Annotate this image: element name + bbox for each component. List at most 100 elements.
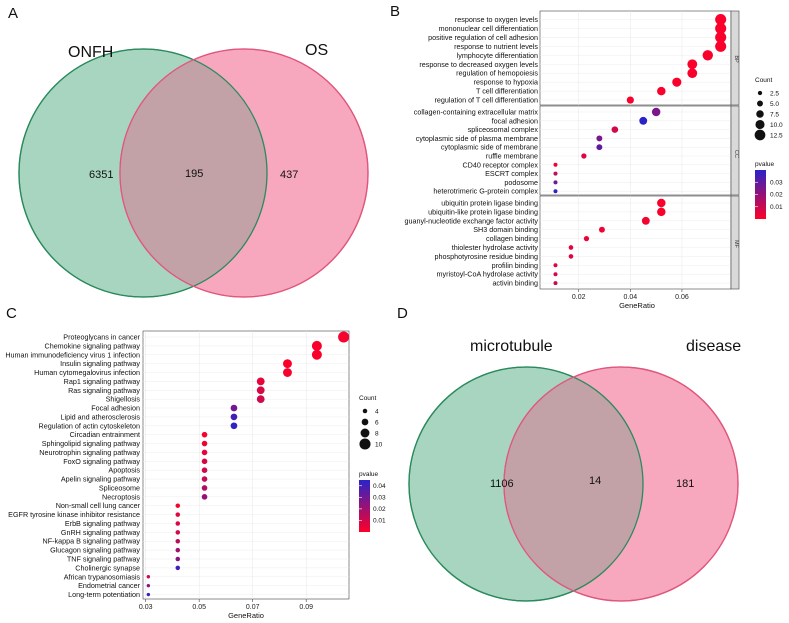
data-point xyxy=(256,386,265,395)
term-label: ErbB signaling pathway xyxy=(65,519,141,528)
panel-letter-a: A xyxy=(8,5,18,22)
color-legend-label: 0.02 xyxy=(373,506,386,513)
term-label: GnRH signaling pathway xyxy=(61,528,141,537)
x-tick-label: 0.06 xyxy=(675,294,689,301)
data-point xyxy=(175,538,181,544)
term-label: cytoplasmic side of membrane xyxy=(441,143,538,152)
term-label: mononuclear cell differentiation xyxy=(439,24,538,33)
term-label: collagen-containing extracellular matrix xyxy=(414,108,539,117)
term-label: response to nutrient levels xyxy=(454,42,538,51)
data-point xyxy=(146,583,151,588)
venn-a-count-os-only: 437 xyxy=(280,169,298,181)
term-label: Ras signaling pathway xyxy=(68,386,140,395)
size-legend-dot xyxy=(361,418,369,426)
venn-d-count-intersection: 14 xyxy=(589,475,601,487)
term-label: ESCRT complex xyxy=(485,169,538,178)
data-point xyxy=(596,144,603,151)
data-point xyxy=(553,263,558,268)
size-legend-label: 5.0 xyxy=(770,101,779,108)
data-point xyxy=(641,216,650,225)
term-label: phosphotyrosine residue binding xyxy=(435,252,539,261)
term-label: guanyl-nucleotide exchange factor activi… xyxy=(405,216,539,225)
term-label: Spliceosome xyxy=(99,483,140,492)
data-point xyxy=(311,340,322,351)
term-label: profilin binding xyxy=(492,261,538,270)
term-label: Necroptosis xyxy=(102,492,140,501)
term-label: podosome xyxy=(504,178,538,187)
data-point xyxy=(598,226,605,233)
venn-a-label-os: OS xyxy=(305,42,328,59)
venn-d-count-microtubule-only: 1106 xyxy=(490,478,514,490)
size-legend-label: 6 xyxy=(375,419,379,426)
data-point xyxy=(672,77,682,87)
facet-strip-label: BP xyxy=(733,55,739,63)
data-point xyxy=(230,413,238,421)
term-label: Long-term potentiation xyxy=(68,590,140,599)
color-legend-title: pvalue xyxy=(359,471,379,478)
data-point xyxy=(657,207,666,217)
data-point xyxy=(553,189,558,194)
data-point xyxy=(175,512,181,517)
term-label: Cholinergic synapse xyxy=(75,563,140,572)
size-legend-label: 2.5 xyxy=(770,90,779,97)
term-label: Non-small cell lung cancer xyxy=(56,501,141,510)
data-point xyxy=(596,135,603,142)
size-legend-dot xyxy=(757,90,763,96)
term-label: Circadian entrainment xyxy=(70,430,140,439)
data-point xyxy=(201,476,208,482)
data-point xyxy=(230,404,238,412)
size-legend-label: 12.5 xyxy=(770,132,783,139)
venn-d-label-microtubule: microtubule xyxy=(470,338,553,355)
data-point xyxy=(626,96,634,104)
color-legend-title: pvalue xyxy=(755,161,775,168)
color-legend-label: 0.03 xyxy=(770,179,783,186)
data-point xyxy=(311,349,322,360)
data-point xyxy=(283,359,292,369)
data-point xyxy=(715,40,727,52)
data-point xyxy=(639,116,648,125)
data-point xyxy=(230,422,238,430)
size-legend-title: Count xyxy=(359,395,377,402)
data-point xyxy=(256,395,265,404)
data-point xyxy=(283,368,292,377)
size-legend-dot xyxy=(360,428,370,438)
term-label: African trypanosomiasis xyxy=(64,572,141,581)
data-point xyxy=(611,126,619,133)
data-point xyxy=(175,565,181,571)
facet-strip-mf xyxy=(730,195,740,290)
term-label: ubiquitin protein ligase binding xyxy=(441,199,538,208)
data-point xyxy=(175,547,181,553)
plot-c-panel xyxy=(142,330,350,600)
x-tick-label: 0.02 xyxy=(572,294,586,301)
va-right-outline xyxy=(119,48,369,298)
x-tick-label: 0.03 xyxy=(139,604,153,611)
data-point xyxy=(338,331,350,343)
term-label: Chemokine signaling pathway xyxy=(45,341,141,350)
data-point xyxy=(175,556,181,562)
term-label: CD40 receptor complex xyxy=(462,160,538,169)
vd-outlines xyxy=(408,366,739,602)
venn-diagram-d: microtubule disease 1106 14 181 xyxy=(408,338,741,602)
data-point xyxy=(201,467,208,474)
size-legend-dot xyxy=(757,100,763,107)
color-legend-label: 0.01 xyxy=(770,204,783,211)
term-label: Apelin signaling pathway xyxy=(61,475,141,484)
venn-a-count-onfh-only: 6351 xyxy=(89,169,113,181)
size-legend-label: 10 xyxy=(375,441,383,448)
data-point xyxy=(568,254,574,259)
term-label: heterotrimeric G-protein complex xyxy=(433,187,538,196)
venn-d-count-disease-only: 181 xyxy=(676,478,694,490)
size-legend-dot xyxy=(754,129,766,141)
data-point xyxy=(201,431,208,438)
x-tick-label: 0.09 xyxy=(299,604,313,611)
term-label: EGFR tyrosine kinase inhibitor resistanc… xyxy=(8,510,140,519)
vd-right-outline xyxy=(503,366,739,602)
data-point xyxy=(146,592,151,597)
x-tick-label: 0.04 xyxy=(624,294,638,301)
data-point xyxy=(651,107,661,117)
color-legend-label: 0.03 xyxy=(373,495,386,502)
size-legend-label: 10.0 xyxy=(770,122,783,129)
term-label: T cell differentiation xyxy=(476,87,538,96)
term-label: regulation of T cell differentiation xyxy=(435,96,539,105)
data-point xyxy=(568,245,574,250)
